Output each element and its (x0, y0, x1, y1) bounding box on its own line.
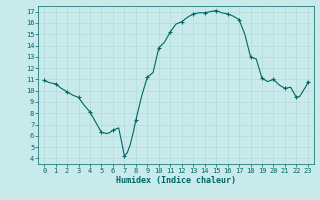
X-axis label: Humidex (Indice chaleur): Humidex (Indice chaleur) (116, 176, 236, 185)
